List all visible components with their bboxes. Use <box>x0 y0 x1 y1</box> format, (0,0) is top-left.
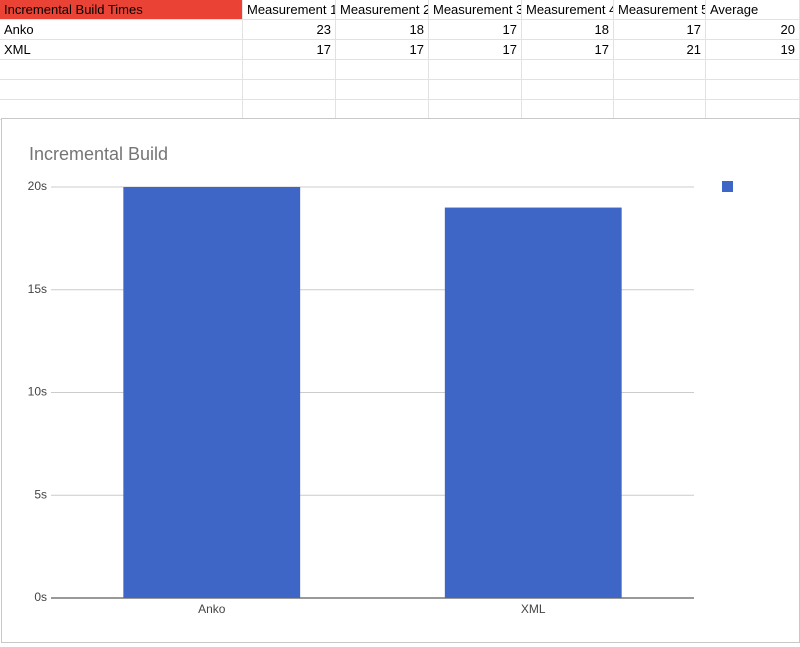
cell[interactable]: Incremental Build Times <box>0 0 243 20</box>
cell[interactable]: 17 <box>429 20 522 40</box>
cell[interactable] <box>243 60 336 80</box>
cell[interactable] <box>429 60 522 80</box>
cell[interactable]: 17 <box>429 40 522 60</box>
cell[interactable] <box>429 80 522 100</box>
cell[interactable] <box>706 60 800 80</box>
bar <box>123 187 301 598</box>
chart-title: Incremental Build <box>29 144 168 164</box>
spreadsheet: Incremental Build Times Measurement 1 Meas… <box>0 0 800 120</box>
cell[interactable] <box>614 60 706 80</box>
cell[interactable] <box>336 100 429 120</box>
cell[interactable]: Measurement 1 <box>243 0 336 20</box>
cell[interactable] <box>0 80 243 100</box>
cell[interactable] <box>614 80 706 100</box>
cell[interactable] <box>0 100 243 120</box>
cell[interactable] <box>336 80 429 100</box>
cell[interactable] <box>429 100 522 120</box>
cell[interactable] <box>0 60 243 80</box>
y-tick-label: 15s <box>28 282 47 296</box>
y-tick-label: 10s <box>28 385 47 399</box>
cell[interactable]: 18 <box>522 20 614 40</box>
cell[interactable]: Measurement 4 <box>522 0 614 20</box>
x-tick-label: XML <box>521 602 546 616</box>
cell[interactable]: Measurement 3 <box>429 0 522 20</box>
cell[interactable]: 17 <box>243 40 336 60</box>
cell[interactable] <box>706 100 800 120</box>
cell[interactable] <box>614 100 706 120</box>
cell[interactable] <box>243 100 336 120</box>
cell[interactable]: Measurement 5 <box>614 0 706 20</box>
cell[interactable]: XML <box>0 40 243 60</box>
cell[interactable]: 17 <box>614 20 706 40</box>
cell[interactable]: 18 <box>336 20 429 40</box>
cell[interactable] <box>706 80 800 100</box>
cell[interactable]: 17 <box>522 40 614 60</box>
bar <box>444 207 622 599</box>
cell[interactable] <box>243 80 336 100</box>
cell[interactable]: Average <box>706 0 800 20</box>
cell[interactable] <box>336 60 429 80</box>
x-tick-label: Anko <box>198 602 226 616</box>
legend-marker <box>722 181 733 192</box>
cell[interactable]: 21 <box>614 40 706 60</box>
cell[interactable]: 23 <box>243 20 336 40</box>
cell[interactable]: 17 <box>336 40 429 60</box>
chart-panel: Incremental Build 0s 5s 10s 15s 20s Anko XML <box>1 118 800 643</box>
cell[interactable] <box>522 60 614 80</box>
cell[interactable] <box>522 80 614 100</box>
cell[interactable]: Measurement 2 <box>336 0 429 20</box>
y-tick-label: 0s <box>34 590 47 604</box>
cell[interactable]: 19 <box>706 40 800 60</box>
y-tick-label: 5s <box>34 487 47 501</box>
cell[interactable]: Anko <box>0 20 243 40</box>
chart: Incremental Build 0s 5s 10s 15s 20s Anko XML <box>28 144 733 616</box>
cell[interactable]: 20 <box>706 20 800 40</box>
cell[interactable] <box>522 100 614 120</box>
y-tick-label: 20s <box>28 179 47 193</box>
